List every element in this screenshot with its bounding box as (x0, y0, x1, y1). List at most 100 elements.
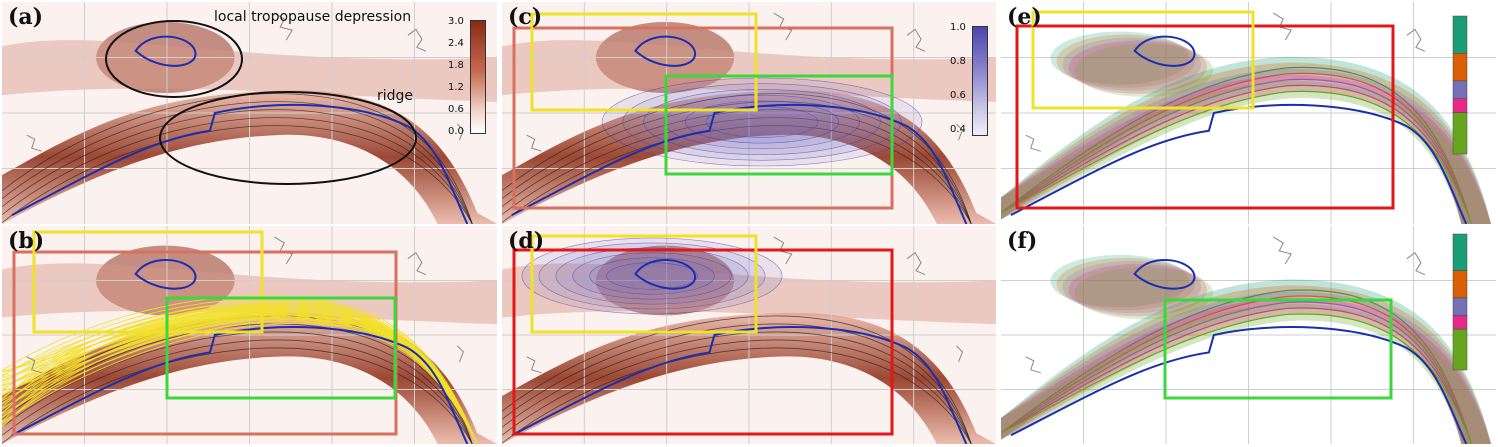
panel-b-label: (b) (8, 228, 45, 254)
coastline (26, 12, 464, 152)
cluster-line (1001, 84, 1472, 224)
colorbar-pv-tick: 1.2 (448, 82, 464, 93)
tropopause-cutoff-contour (634, 35, 696, 67)
geopotential-contour (502, 331, 972, 444)
colorbar-pv-tick: 0.6 (448, 104, 464, 115)
geopotential-contour (2, 101, 473, 224)
panel-d-label: (d) (508, 228, 545, 254)
probability-contour-line (684, 100, 840, 144)
cluster-blob (1074, 43, 1214, 97)
panel-f: (f) (1001, 226, 1496, 444)
cluster-line (1001, 78, 1472, 224)
box-yellow (530, 234, 758, 334)
trajectory-line (2, 295, 478, 444)
panel-c-label: (c) (508, 4, 543, 30)
trajectory-line (2, 312, 478, 444)
panel-e: (e) (1001, 2, 1496, 224)
panel-b-map (2, 226, 497, 444)
box-yellow (530, 12, 758, 112)
tropopause-line (511, 326, 968, 444)
cluster-band (1001, 303, 1492, 444)
geopotential-contour (2, 109, 473, 224)
jet-stream-band (502, 312, 996, 444)
cluster-line (1001, 90, 1472, 224)
cluster-legend-swatch (1452, 297, 1468, 316)
colorbar-probability-tick: 0.4 (950, 124, 966, 135)
cluster-band (1001, 291, 1492, 444)
tropopause-line (11, 103, 469, 224)
cluster-legend-swatch (1452, 315, 1468, 330)
tropopause-line (11, 326, 469, 444)
geopotential-contour (502, 109, 972, 224)
cluster-blob (1050, 31, 1190, 85)
cluster-blob (1068, 40, 1208, 94)
annotation-tropopause-depression: local tropopause depression (214, 9, 412, 25)
geopotential-contour (2, 347, 473, 444)
cluster-blob (1074, 266, 1214, 320)
panel-d: (d) (502, 226, 996, 444)
geopotential-contour (502, 125, 972, 224)
probability-contour-line (643, 89, 881, 155)
geopotential-contour (2, 323, 473, 444)
box-green (165, 296, 397, 400)
cluster-band (1001, 297, 1492, 444)
cluster-band (1001, 285, 1492, 444)
coastline (1025, 236, 1463, 374)
panel-f-label: (f) (1007, 228, 1038, 254)
colorbar-pv-tick: 3.0 (448, 16, 464, 27)
cluster-legend-swatch (1452, 98, 1468, 113)
tropopause-cutoff-contour (1133, 35, 1196, 67)
geopotential-contour (502, 323, 972, 444)
cluster-line (1001, 295, 1472, 444)
geopotential-contour (2, 117, 473, 224)
cluster-legend-swatch (1452, 80, 1468, 100)
tropopause-cutoff-contour (134, 259, 197, 290)
cluster-line (1001, 313, 1472, 444)
tropopause-cutoff-contour (634, 259, 696, 290)
ellipse-ridge (159, 91, 417, 185)
ellipse-tropopause-depression (105, 20, 243, 98)
colorbar-probability-tick: 0.8 (950, 56, 966, 67)
box-yellow (32, 230, 264, 334)
cluster-blob (1062, 37, 1202, 91)
cluster-band (1001, 80, 1492, 224)
cluster-band (1001, 62, 1492, 224)
cluster-legend-swatch (1452, 233, 1468, 271)
box-yellow (1031, 10, 1255, 110)
cluster-line (1001, 301, 1472, 444)
jet-stream-band (2, 90, 497, 224)
tropopause-line (1010, 103, 1468, 224)
probability-contour (522, 238, 782, 314)
geopotential-contour (2, 125, 473, 224)
probability-contour-line (538, 242, 766, 310)
panel-c: (c) 1.0 0.8 0.6 0.4 (502, 2, 996, 224)
trajectory-line (2, 305, 478, 444)
panel-b: (b) (2, 226, 497, 444)
tropopause-cutoff-contour (1133, 259, 1196, 290)
colorbar-probability-tick: 0.6 (950, 90, 966, 101)
cluster-band (1001, 56, 1492, 224)
geopotential-contour (2, 339, 473, 444)
cluster-legend-swatch (1452, 270, 1468, 299)
probability-contour (622, 83, 902, 161)
cluster-legend-swatch (1452, 53, 1468, 82)
probability-contour (572, 252, 732, 300)
colorbar-probability (972, 26, 988, 136)
cluster-band (1001, 279, 1492, 444)
box-green (1163, 298, 1393, 400)
probability-contour-line (664, 94, 860, 150)
cluster-line (1001, 72, 1472, 224)
panel-e-label: (e) (1007, 4, 1042, 30)
cluster-legend-swatch (1452, 112, 1468, 155)
probability-contour (602, 78, 922, 166)
colorbar-pv-tick: 2.4 (448, 38, 464, 49)
colorbar-pv-tick: 1.8 (448, 60, 464, 71)
cluster-band (1001, 74, 1492, 224)
cluster-legend-swatch (1452, 328, 1468, 371)
probability-contour-line (572, 252, 732, 300)
probability-contour-line (589, 257, 715, 295)
tropopause-line (1010, 326, 1468, 444)
panel-f-map (1001, 226, 1496, 444)
probability-contour-line (622, 83, 902, 161)
